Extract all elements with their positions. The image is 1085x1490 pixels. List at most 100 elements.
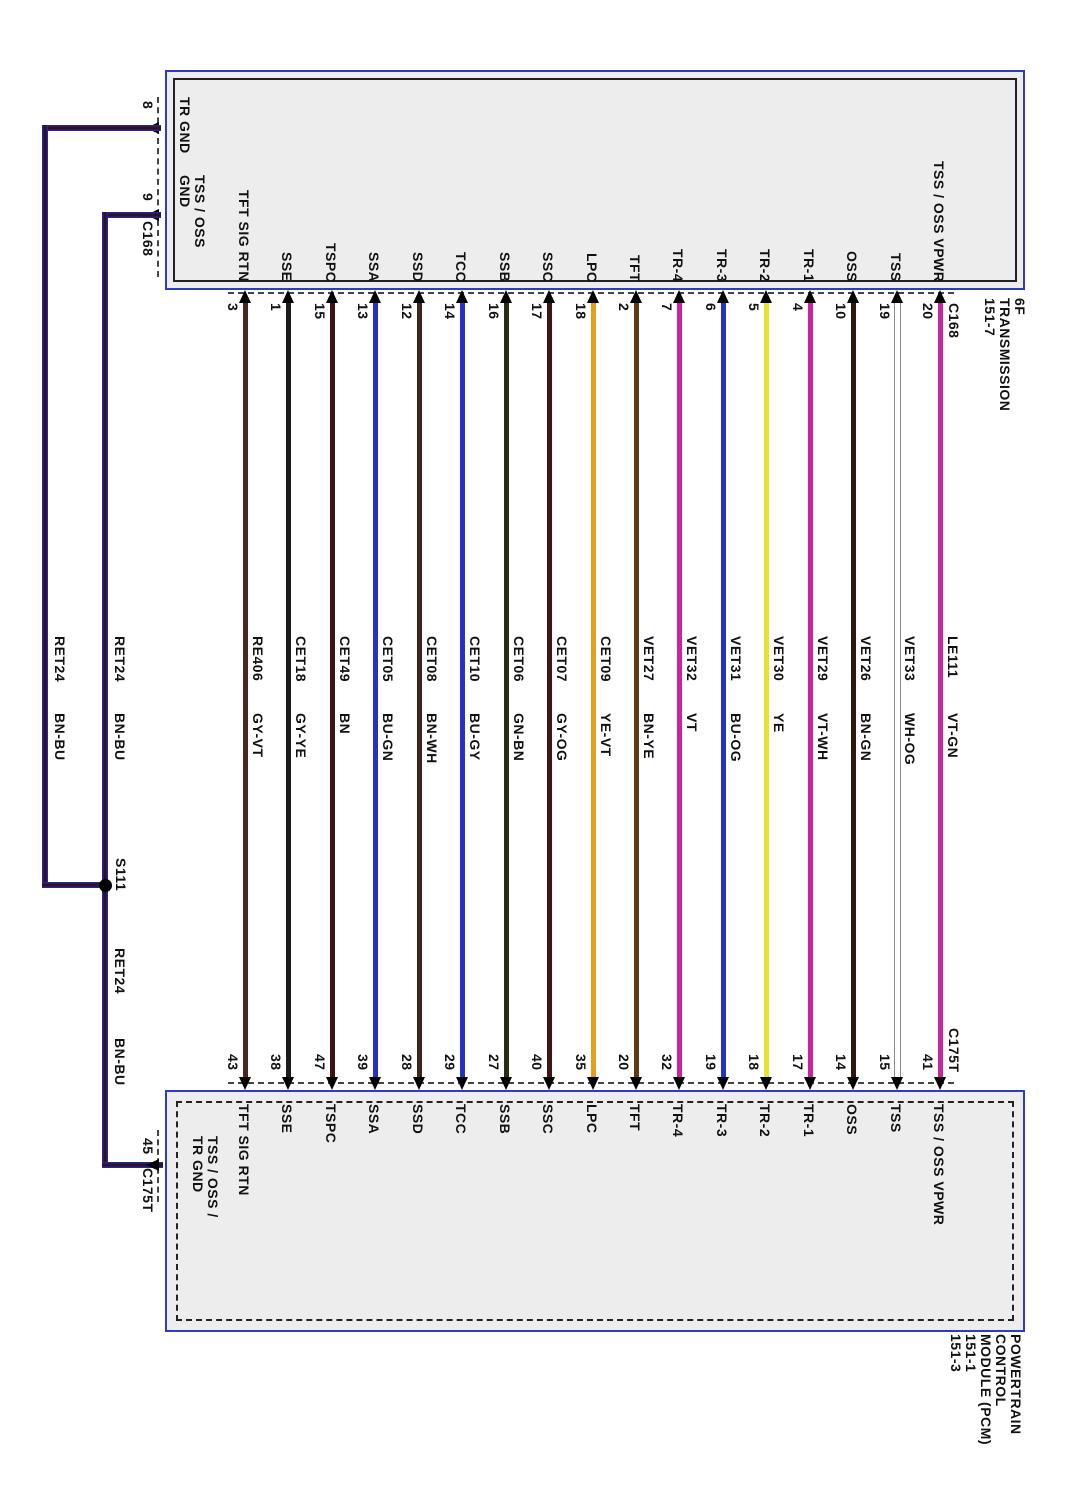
pin-signal-top-12: TR-2 — [757, 248, 773, 282]
pin-arrow-bottom-35 — [587, 1077, 599, 1090]
pin-arrow-top-4 — [804, 290, 816, 303]
wire-color-code-label-VET33: WH-OG — [902, 713, 918, 766]
pin-arrow-bottom-47 — [326, 1077, 338, 1090]
ground-wire-pin8-horizontal — [42, 125, 161, 131]
ground-circuit-label-2: RET24 — [112, 636, 128, 683]
ground-wire-pin45-horizontal — [102, 1162, 163, 1168]
splice-dot-s111 — [99, 879, 112, 892]
wire-color-code-label-LE111: VT-GN — [945, 713, 961, 759]
pin-arrow-top-2 — [630, 290, 642, 303]
pin-signal-top-9: TFT — [627, 254, 643, 282]
pin-signal-bottom-7: SSC — [540, 1104, 556, 1135]
ground-color-label-3: BN-BU — [112, 1038, 128, 1086]
wire-circuit-label-VET32: VET32 — [684, 636, 700, 682]
wire-color-code-label-CET06: GN-BN — [511, 713, 527, 762]
pin-number-top-16: 16 — [486, 303, 502, 320]
pin-number-45: 45 — [140, 1138, 156, 1155]
pin-number-bottom-35: 35 — [573, 1054, 589, 1071]
pin-number-top-4: 4 — [790, 303, 806, 312]
pin-signal-top-1: SSE — [279, 252, 295, 282]
pin-arrow-bottom-41 — [934, 1077, 946, 1090]
wire-circuit-label-CET05: CET05 — [380, 636, 396, 683]
wire-circuit-label-CET18: CET18 — [293, 636, 309, 683]
pin-signal-top-11: TR-3 — [714, 248, 730, 282]
pin-signal-bottom-0: TFT SIG RTN — [236, 1104, 252, 1196]
pin-signal-bottom-3: SSA — [366, 1104, 382, 1135]
wire-circuit-label-RE406: RE406 — [250, 636, 266, 682]
wire-circuit-label-VET27: VET27 — [641, 636, 657, 682]
wire-line-VET27 — [634, 300, 639, 1080]
pin-number-top-15: 15 — [312, 303, 328, 320]
ground-wire-splice-horizontal — [42, 882, 106, 888]
wire-circuit-label-CET08: CET08 — [424, 636, 440, 683]
connector-label-c175t-left: C175T — [140, 1168, 156, 1213]
pin-arrow-top-15 — [326, 290, 338, 303]
pin-signal-bottom-4: SSD — [410, 1104, 426, 1135]
wire-circuit-label-VET29: VET29 — [815, 636, 831, 682]
pin-signal-bottom-15: TSS — [888, 1104, 904, 1133]
wire-circuit-label-CET07: CET07 — [554, 636, 570, 683]
pin-arrow-top-1 — [282, 290, 294, 303]
wire-line-CET07 — [547, 300, 552, 1080]
pin-number-bottom-19: 19 — [703, 1054, 719, 1071]
pin-number-bottom-41: 41 — [920, 1054, 936, 1071]
wire-color-code-label-VET26: BN-GN — [858, 713, 874, 762]
pin-number-top-19: 19 — [877, 303, 893, 320]
pin-arrow-top-14 — [456, 290, 468, 303]
wire-line-VET29 — [808, 300, 813, 1080]
pin-number-bottom-38: 38 — [268, 1054, 284, 1071]
pin-signal-bottom-12: TR-2 — [757, 1104, 773, 1138]
pin-number-bottom-18: 18 — [746, 1054, 762, 1071]
pin-signal-top-14: OSS — [844, 250, 860, 282]
pin-number-bottom-29: 29 — [442, 1054, 458, 1071]
wire-color-code-label-CET10: BU-GY — [467, 713, 483, 761]
wire-circuit-label-VET30: VET30 — [771, 636, 787, 682]
pin-arrow-top-13 — [369, 290, 381, 303]
wire-color-code-label-CET05: BU-GN — [380, 713, 396, 762]
wire-circuit-label-VET33: VET33 — [902, 636, 918, 682]
pin-number-top-5: 5 — [746, 303, 762, 312]
pin-signal-tss-oss-tr-gnd: TSS / OSS / TR GND — [190, 1136, 221, 1218]
pin-arrow-bottom-17 — [804, 1077, 816, 1090]
wire-line-VET26 — [851, 300, 856, 1080]
pin-signal-bottom-13: TR-1 — [801, 1104, 817, 1138]
wire-color-code-label-CET07: GY-OG — [554, 713, 570, 762]
pin-number-8: 8 — [140, 101, 156, 110]
pin-arrow-bottom-19 — [717, 1077, 729, 1090]
wire-color-code-label-VET32: VT — [684, 713, 700, 732]
pin-signal-tr-gnd: TR GND — [177, 97, 193, 154]
pcm-box — [165, 1090, 1025, 1332]
pin-signal-top-8: LPC — [584, 252, 600, 283]
pin-number-top-1: 1 — [268, 303, 284, 312]
wire-line-RE406 — [243, 300, 248, 1080]
pin-signal-top-6: SSB — [497, 251, 513, 282]
wire-circuit-label-VET31: VET31 — [728, 636, 744, 682]
wire-color-code-label-VET27: BN-YE — [641, 713, 657, 760]
pin-number-bottom-32: 32 — [659, 1054, 675, 1071]
pin-arrow-bottom-18 — [760, 1077, 772, 1090]
pin-signal-bottom-6: SSB — [497, 1104, 513, 1135]
pin-number-bottom-40: 40 — [529, 1054, 545, 1071]
wire-color-code-label-CET08: BN-WH — [424, 713, 440, 764]
ground-wire-pcm-vertical — [102, 882, 108, 1168]
pin-signal-bottom-14: OSS — [844, 1104, 860, 1136]
wire-line-LE111 — [938, 300, 943, 1080]
pin-signal-bottom-1: SSE — [279, 1104, 295, 1134]
pin-signal-top-0: TFT SIG RTN — [236, 190, 252, 282]
pin-number-bottom-28: 28 — [399, 1054, 415, 1071]
wire-color-code-label-CET49: BN — [337, 713, 353, 735]
wire-line-CET05 — [373, 300, 378, 1080]
transmission-title: 6F TRANSMISSION 151-7 — [982, 298, 1028, 412]
pin-arrow-top-12 — [413, 290, 425, 303]
pin-number-bottom-14: 14 — [833, 1054, 849, 1071]
wire-line-VET33 — [894, 300, 901, 1080]
pin-signal-tss-oss-gnd: TSS / OSS GND — [177, 175, 208, 248]
pin-number-top-12: 12 — [399, 303, 415, 320]
wire-line-CET08 — [417, 300, 422, 1080]
pin-signal-top-13: TR-1 — [801, 248, 817, 282]
pin-arrow-left-45 — [146, 1159, 159, 1171]
pin-arrow-bottom-20 — [630, 1077, 642, 1090]
pin-arrow-top-17 — [543, 290, 555, 303]
bottom-connector-label: C175T — [946, 1028, 962, 1073]
